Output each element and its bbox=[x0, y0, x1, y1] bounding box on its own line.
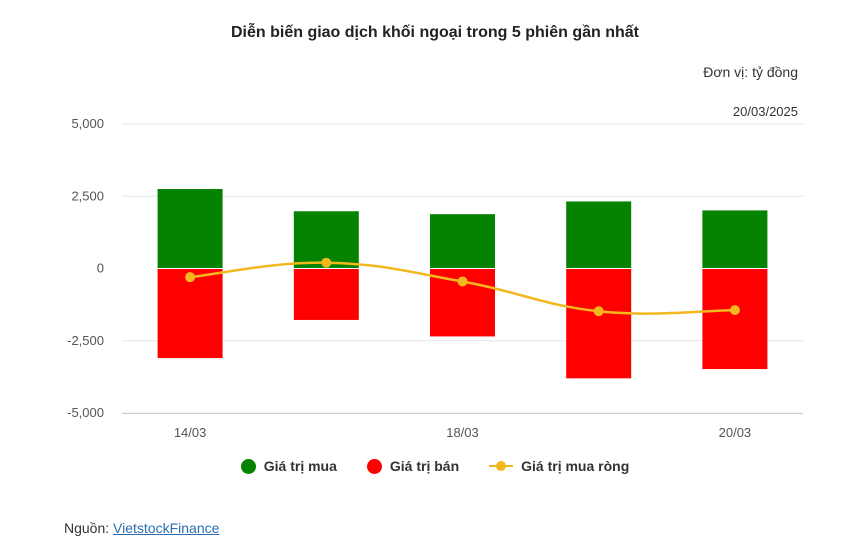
net-point bbox=[729, 305, 740, 316]
legend: Giá trị mua Giá trị bán Giá trị mua ròng bbox=[0, 458, 850, 474]
net-point bbox=[457, 276, 468, 287]
net-point bbox=[593, 306, 604, 317]
legend-item-sell[interactable]: Giá trị bán bbox=[366, 458, 460, 474]
x-tick-label: 14/03 bbox=[174, 425, 207, 440]
date-label: 20/03/2025 bbox=[732, 104, 798, 119]
y-tick-label: 0 bbox=[97, 261, 104, 276]
chart-plot: 5,000 2,500 0 -2,500 -5,000 14/03 18/03 20/03 bbox=[67, 116, 803, 440]
source-prefix: Nguồn: bbox=[64, 520, 114, 536]
buy-marker-icon bbox=[240, 458, 256, 474]
buy-bar bbox=[702, 210, 768, 269]
legend-label-buy: Giá trị mua bbox=[263, 458, 337, 474]
y-tick-label: -2,500 bbox=[67, 333, 104, 348]
legend-item-buy[interactable]: Giá trị mua bbox=[240, 458, 337, 474]
sell-bar bbox=[566, 268, 632, 379]
net-point bbox=[321, 257, 332, 268]
line-marker-icon bbox=[489, 459, 514, 473]
source-link[interactable]: VietstockFinance bbox=[113, 520, 220, 536]
legend-label-sell: Giá trị bán bbox=[389, 458, 460, 474]
x-tick-label: 20/03 bbox=[719, 425, 752, 440]
legend-item-net[interactable]: Giá trị mua ròng bbox=[489, 458, 629, 474]
legend-label-net: Giá trị mua ròng bbox=[521, 458, 630, 474]
buy-bar bbox=[430, 214, 495, 269]
y-tick-label: -5,000 bbox=[67, 405, 104, 420]
x-tick-label: 18/03 bbox=[446, 425, 479, 440]
chart-title: Diễn biến giao dịch khối ngoại trong 5 p… bbox=[230, 24, 639, 41]
net-point bbox=[185, 272, 196, 283]
sell-bar bbox=[293, 268, 359, 320]
sell-bar bbox=[157, 268, 223, 359]
unit-label: Đơn vị: tỷ đồng bbox=[703, 64, 798, 80]
y-tick-label: 2,500 bbox=[71, 188, 104, 203]
sell-marker-icon bbox=[366, 458, 382, 474]
buy-bar bbox=[566, 201, 632, 269]
source-note: Nguồn: VietstockFinance bbox=[64, 520, 219, 536]
sell-bar bbox=[702, 268, 768, 370]
buy-bar bbox=[157, 189, 223, 269]
y-tick-label: 5,000 bbox=[71, 116, 104, 131]
